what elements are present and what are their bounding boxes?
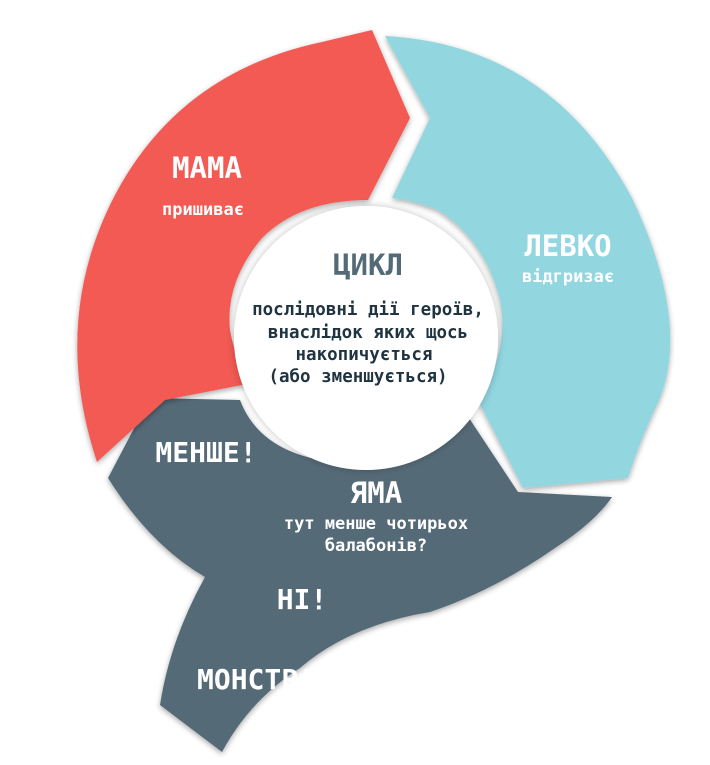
segment-yama [108,398,612,752]
center-line-4: (або зменшується) [268,367,447,387]
center-line-1: послідовні дії героїв, [252,300,484,320]
levko-subtitle: відгризає [522,267,614,287]
yama-subtitle-line-1: тут менше чотирьох [284,514,468,534]
segment-levko [385,36,671,488]
yama-title: ЯМА [350,476,402,510]
center-title: ЦИКЛ [333,248,403,282]
shout-monster: МОНСТР! [197,663,315,696]
center-line-2: внаслідок яких щось [268,323,468,343]
yama-subtitle-line-2: балабонів? [325,536,427,556]
levko-title: ЛЕВКО [524,229,611,263]
mama-title: МАМА [172,151,242,185]
center-line-3: накопичується [296,345,433,365]
segment-mama [77,30,410,462]
shout-less: МЕНШЕ! [155,436,256,469]
shout-no: НІ! [277,583,328,616]
mama-subtitle: пришиває [162,200,244,220]
center-circle [234,206,498,470]
